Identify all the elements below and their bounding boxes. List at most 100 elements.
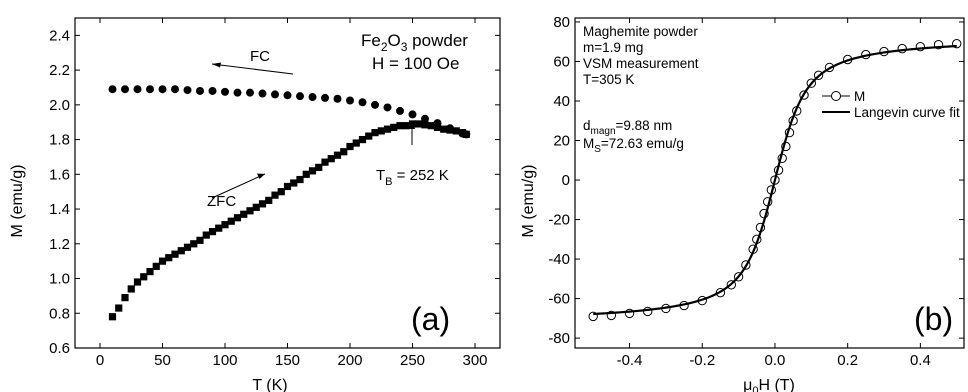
- info-line-4: T=305 K: [583, 72, 634, 87]
- zfc-point: [327, 155, 335, 163]
- fc-point: [271, 90, 279, 99]
- zfc-point: [133, 278, 142, 286]
- m-point: [606, 310, 617, 321]
- zfc-point: [358, 135, 367, 144]
- m-point: [733, 272, 744, 282]
- m-point: [799, 90, 809, 100]
- tb-label: TB = 252 K: [376, 167, 449, 188]
- zfc-point: [240, 210, 248, 218]
- axis-label-x-a: T (K): [252, 377, 287, 392]
- y-tick-label-b: -60: [548, 291, 570, 308]
- d-magn-label: dmagn=9.88 nm: [583, 118, 672, 137]
- info-line-1: Maghemite powder: [583, 24, 698, 39]
- zfc-point: [233, 214, 242, 222]
- x-tick-label-b: -0.4: [617, 352, 643, 369]
- zfc-point: [321, 158, 329, 166]
- m-point: [679, 300, 689, 311]
- fc-point: [208, 86, 217, 95]
- fc-point: [196, 86, 204, 95]
- ms-label: MS=72.63 emu/g: [583, 136, 684, 155]
- zfc-point: [215, 224, 223, 232]
- fc-point: [346, 96, 354, 105]
- fc-point: [108, 85, 117, 94]
- y-tick-label-b: -80: [548, 330, 570, 347]
- m-point: [770, 175, 780, 185]
- y-tick-label-a: 0.6: [49, 340, 70, 357]
- y-tick-label-b: 20: [553, 133, 570, 150]
- y-tick-label-a: 1.0: [49, 271, 70, 288]
- zfc-point: [152, 262, 160, 270]
- m-point: [784, 127, 795, 138]
- zfc-point: [271, 191, 279, 199]
- m-point: [661, 303, 671, 314]
- m-point: [752, 234, 762, 245]
- fc-point: [221, 87, 229, 96]
- m-point: [879, 46, 889, 57]
- zfc-point: [121, 294, 129, 302]
- m-point: [762, 197, 773, 207]
- legend: M Langevin curve fit: [822, 89, 960, 120]
- fc-point: [396, 106, 404, 115]
- fc-point: [308, 93, 317, 102]
- info-line-3: VSM measurement: [583, 56, 699, 71]
- panel-a: 0 50 100 150 200 250 300 0.6 0.8 1.0 1.2 1.4 1.6 1.8 2…: [9, 17, 501, 392]
- fc-point: [371, 100, 379, 109]
- m-point: [773, 165, 784, 175]
- m-point: [842, 54, 853, 65]
- zfc-point: [158, 257, 167, 265]
- zfc-point: [246, 207, 254, 215]
- x-tick-label-a: 50: [154, 352, 171, 369]
- field-label-a: H = 100 Oe: [372, 54, 459, 73]
- zfc-point: [462, 130, 470, 138]
- fc-point: [183, 86, 192, 95]
- fc-point: [246, 88, 254, 97]
- zfc-point: [165, 254, 173, 262]
- x-tick-label-a: 300: [462, 352, 487, 369]
- zfc-point: [296, 175, 304, 184]
- info-line-2: m=1.9 mg: [583, 40, 643, 55]
- y-tick-label-b: -40: [548, 251, 570, 268]
- y-tick-label-b: 80: [553, 14, 570, 31]
- x-tick-label-b: 0.4: [910, 352, 931, 369]
- y-tick-label-a: 1.2: [49, 236, 70, 253]
- zfc-point: [458, 129, 467, 137]
- x-tick-label-b: 0.0: [765, 352, 786, 369]
- fc-arrow-head: [212, 62, 221, 68]
- zfc-arrow: [211, 173, 266, 199]
- fc-point: [146, 85, 154, 94]
- m-point: [952, 38, 962, 49]
- tb-arrow-head: [409, 121, 415, 129]
- fc-point: [121, 85, 129, 94]
- y-tick-label-b: -20: [548, 212, 570, 229]
- axis-ticks-b: -0.4 -0.2 0.0 0.2 0.4 -80 -60 -40 -20 0 20 40 60 80: [548, 14, 964, 369]
- y-tick-label-a: 1.4: [49, 201, 70, 218]
- zfc-point: [415, 120, 423, 128]
- y-tick-label-a: 2.0: [49, 97, 70, 114]
- x-tick-label-a: 150: [275, 352, 300, 369]
- m-point: [726, 280, 737, 290]
- x-tick-label-b: -0.2: [689, 352, 715, 369]
- zfc-point: [258, 200, 267, 208]
- m-point: [792, 106, 802, 116]
- zfc-point: [371, 129, 379, 137]
- m-point: [755, 222, 766, 233]
- legend-m-label: M: [854, 89, 865, 104]
- zfc-point: [290, 179, 298, 187]
- zfc-point: [333, 151, 342, 159]
- m-point: [933, 39, 944, 50]
- zfc-point: [177, 247, 185, 255]
- zfc-point: [190, 240, 198, 248]
- zfc-point: [277, 188, 285, 196]
- zfc-point: [221, 221, 229, 229]
- m-point: [588, 311, 598, 322]
- m-point: [861, 49, 871, 60]
- m-point: [788, 116, 798, 126]
- panel-label-a: (a): [411, 301, 450, 337]
- m-point: [715, 287, 726, 298]
- zfc-point: [446, 126, 454, 134]
- zfc-point: [346, 142, 354, 151]
- zfc-point: [365, 132, 373, 140]
- fc-point: [158, 85, 167, 94]
- y-tick-label-b: 40: [553, 93, 570, 110]
